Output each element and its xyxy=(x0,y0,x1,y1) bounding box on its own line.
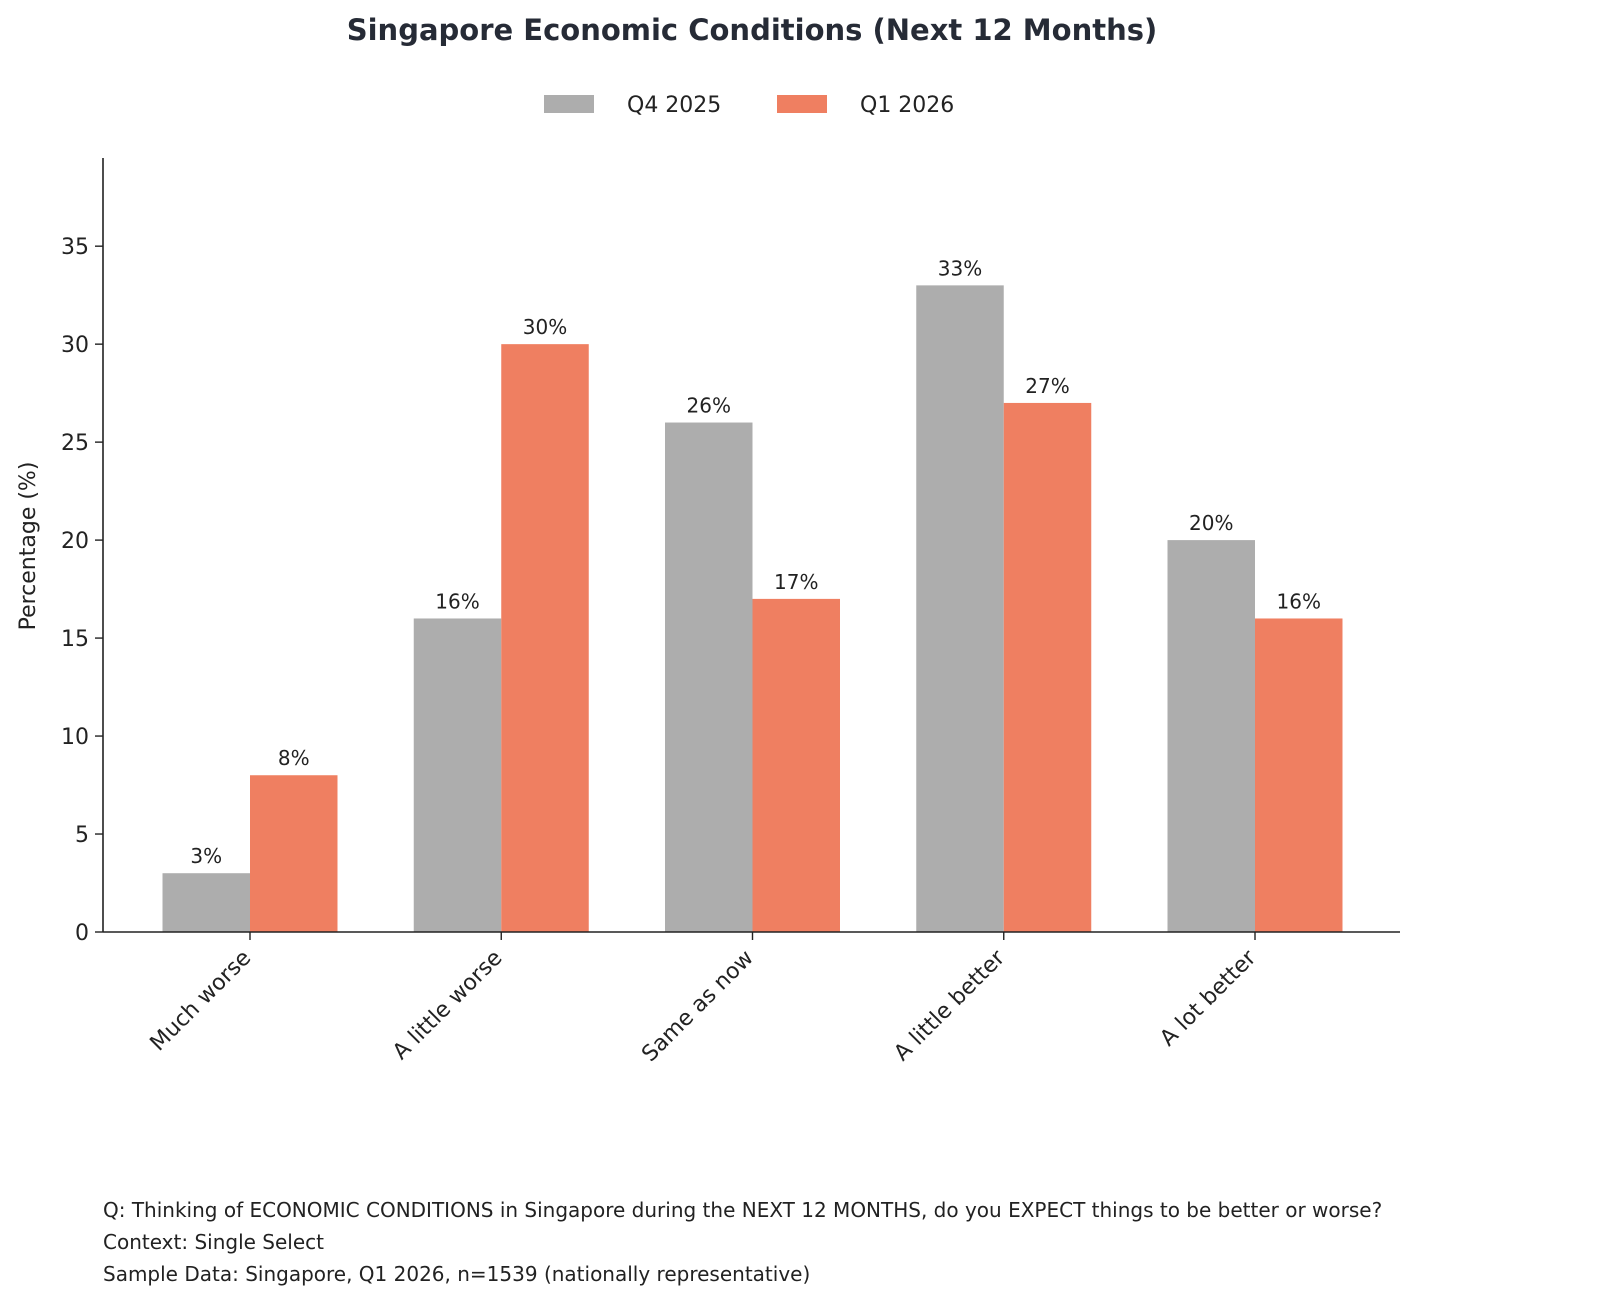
legend: Q4 2025 Q1 2026 xyxy=(544,93,954,118)
y-tick-label: 5 xyxy=(75,823,89,848)
legend-swatch-series-1 xyxy=(544,95,594,113)
data-label-much-worse-series-1: 3% xyxy=(190,844,222,868)
data-label-a-little-worse-series-1: 16% xyxy=(435,589,479,613)
y-tick-label: 30 xyxy=(61,333,89,358)
bar-a-lot-better-series-2 xyxy=(1255,618,1343,932)
data-label-a-little-better-series-2: 27% xyxy=(1025,374,1069,398)
data-label-a-little-worse-series-2: 30% xyxy=(523,315,567,339)
data-label-a-little-better-series-1: 33% xyxy=(938,256,982,280)
legend-label-series-2: Q1 2026 xyxy=(860,93,954,118)
y-tick-label: 20 xyxy=(61,529,89,554)
y-tick-label: 0 xyxy=(75,921,89,946)
y-axis-label: Percentage (%) xyxy=(16,462,41,631)
data-label-a-lot-better-series-2: 16% xyxy=(1277,589,1321,613)
y-tick-label: 35 xyxy=(61,235,89,260)
legend-label-series-1: Q4 2025 xyxy=(627,93,721,118)
bar-same-as-now-series-2 xyxy=(752,598,840,932)
y-tick-label: 15 xyxy=(61,627,89,652)
bar-a-little-better-series-1 xyxy=(916,285,1004,933)
y-tick-label: 10 xyxy=(61,725,89,750)
bar-a-little-worse-series-1 xyxy=(413,618,502,932)
data-label-same-as-now-series-2: 17% xyxy=(774,570,818,594)
data-label-a-lot-better-series-1: 20% xyxy=(1189,511,1233,535)
survey-sample-note: Sample Data: Singapore, Q1 2026, n=1539 … xyxy=(103,1262,811,1286)
data-label-much-worse-series-2: 8% xyxy=(278,746,310,770)
bars-group xyxy=(162,285,1343,933)
survey-question-note: Q: Thinking of ECONOMIC CONDITIONS in Si… xyxy=(103,1198,1383,1222)
x-tick-label: A little worse xyxy=(388,946,507,1065)
legend-swatch-series-2 xyxy=(777,95,827,113)
data-label-same-as-now-series-1: 26% xyxy=(687,394,731,418)
bar-much-worse-series-2 xyxy=(250,775,338,932)
bar-much-worse-series-1 xyxy=(162,873,250,932)
bar-a-little-better-series-2 xyxy=(1003,402,1092,932)
x-tick-label: Same as now xyxy=(637,946,758,1067)
bar-a-lot-better-series-1 xyxy=(1167,540,1255,932)
bar-same-as-now-series-1 xyxy=(665,422,753,932)
bar-a-little-worse-series-2 xyxy=(501,344,589,933)
data-labels-group: 3% 8% 16% 30% 26% 17% 33% 27% 20% 16% xyxy=(190,256,1321,868)
chart-title: Singapore Economic Conditions (Next 12 M… xyxy=(347,13,1158,47)
x-tick-label: A little better xyxy=(889,945,1010,1066)
y-tick-label: 25 xyxy=(61,431,89,456)
x-tick-label: Much worse xyxy=(146,946,257,1057)
survey-context-note: Context: Single Select xyxy=(103,1230,324,1254)
x-tick-label: A lot better xyxy=(1155,945,1261,1051)
